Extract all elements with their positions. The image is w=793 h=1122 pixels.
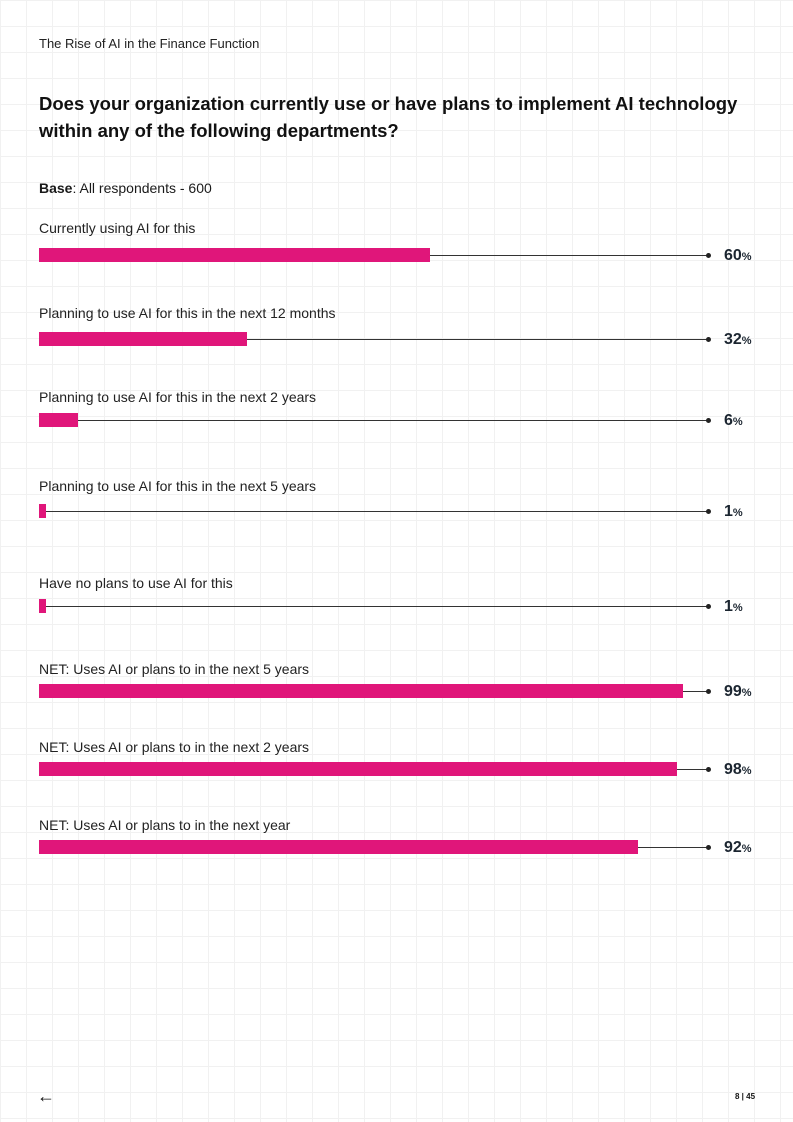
percent-sign: % (732, 416, 743, 428)
bar (39, 413, 78, 427)
bar-label: Planning to use AI for this in the next … (39, 305, 336, 321)
track-end-dot (706, 418, 711, 423)
percent-sign: % (732, 507, 743, 519)
bar-label: NET: Uses AI or plans to in the next 2 y… (39, 739, 310, 755)
track-end-dot (706, 845, 711, 850)
percent-value: 99% (724, 683, 752, 701)
bar-label: Have no plans to use AI for this (39, 575, 233, 591)
chart-question-title: Does your organization currently use or … (39, 93, 738, 141)
bar-label: NET: Uses AI or plans to in the next yea… (39, 817, 291, 833)
percent-number: 6 (724, 412, 733, 429)
bar-track (39, 511, 708, 512)
arrow-left-icon[interactable]: ← (37, 1086, 55, 1106)
percent-number: 99 (724, 683, 742, 700)
percent-sign: % (741, 335, 752, 347)
bar-label: Currently using AI for this (39, 220, 196, 236)
bar-track (39, 606, 708, 607)
percent-number: 60 (724, 247, 742, 264)
percent-number: 1 (724, 503, 733, 520)
percent-sign: % (732, 602, 743, 614)
track-end-dot (706, 604, 711, 609)
bar (39, 840, 638, 854)
track-end-dot (706, 509, 711, 514)
percent-value: 60% (724, 247, 752, 265)
percent-number: 32 (724, 331, 742, 348)
bar (39, 599, 46, 613)
percent-sign: % (741, 765, 752, 777)
percent-sign: % (741, 687, 752, 699)
percent-number: 92 (724, 839, 742, 856)
base-label: Base (39, 180, 73, 196)
bar-label: NET: Uses AI or plans to in the next 5 y… (39, 661, 310, 677)
track-end-dot (706, 767, 711, 772)
base-note: Base: All respondents - 600 (39, 180, 212, 196)
percent-value: 92% (724, 839, 752, 857)
bar (39, 332, 247, 346)
percent-value: 1% (724, 598, 743, 616)
bar-track (39, 420, 708, 421)
bar-label: Planning to use AI for this in the next … (39, 389, 317, 405)
track-end-dot (706, 337, 711, 342)
percent-value: 32% (724, 331, 752, 349)
document-title: The Rise of AI in the Finance Function (39, 36, 260, 51)
percent-sign: % (741, 843, 752, 855)
bar (39, 684, 683, 698)
page-number: 8 | 45 (735, 1092, 756, 1101)
percent-value: 6% (724, 412, 743, 430)
percent-sign: % (741, 251, 752, 263)
bar-track (39, 339, 708, 340)
percent-value: 98% (724, 761, 752, 779)
percent-number: 1 (724, 598, 733, 615)
bar (39, 248, 430, 262)
bar (39, 762, 677, 776)
bar-label: Planning to use AI for this in the next … (39, 478, 317, 494)
percent-number: 98 (724, 761, 742, 778)
track-end-dot (706, 253, 711, 258)
bar (39, 504, 46, 518)
percent-value: 1% (724, 503, 743, 521)
base-text: : All respondents - 600 (72, 180, 212, 196)
track-end-dot (706, 689, 711, 694)
